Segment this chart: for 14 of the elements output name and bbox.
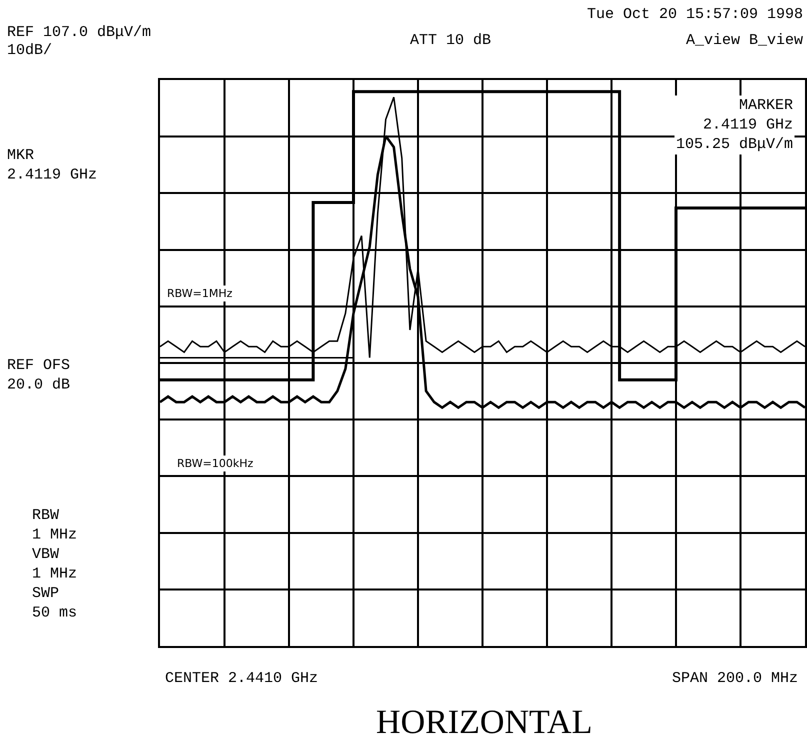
text: ATT 10 dB xyxy=(410,32,492,49)
text: Tue Oct 20 15:57:09 1998 xyxy=(587,6,804,23)
text: SPAN 200.0 MHz xyxy=(672,670,798,687)
text: MKR 2.4119 GHz xyxy=(7,147,98,184)
text: REF OFS 20.0 dB xyxy=(7,357,70,394)
text: 10dB/ xyxy=(7,42,52,59)
text: RBW 1 MHz VBW 1 MHz SWP 50 ms xyxy=(32,507,78,622)
annotation: MARKER 2.4119 GHz 105.25 dBμV/m xyxy=(676,97,794,153)
text: CENTER 2.4410 GHz xyxy=(165,670,318,687)
text: A_view B_view xyxy=(686,32,804,49)
text: REF 107.0 dBμV/m xyxy=(7,24,152,41)
annotation: RBW=100kHz xyxy=(177,457,254,470)
text: HORIZONTAL xyxy=(376,704,592,741)
annotation: RBW=1MHz xyxy=(167,287,233,300)
